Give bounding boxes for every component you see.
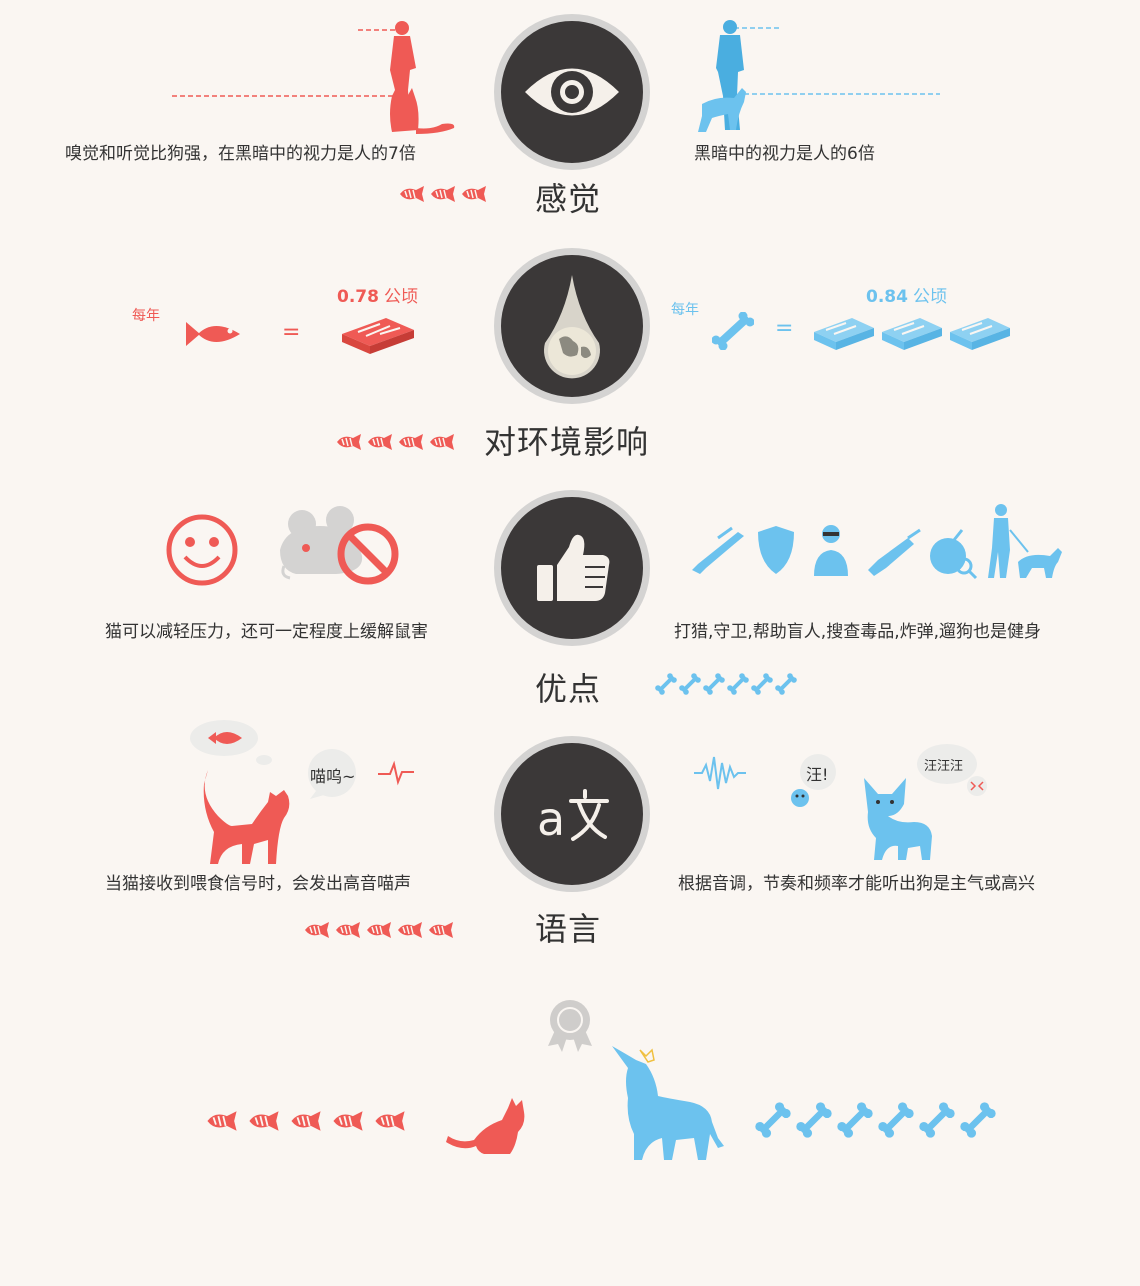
language-dog-text: 根据音调，节奏和频率才能听出狗是主气或高兴 <box>678 874 1035 894</box>
dog-bubble-2-text: 汪汪汪 <box>924 759 964 774</box>
advantage-dog-text: 打猎,守卫,帮助盲人,搜查毒品,炸弹,遛狗也是健身 <box>674 622 1042 642</box>
award-ribbon-icon <box>548 1000 592 1052</box>
fish-bone-icon <box>336 922 360 938</box>
fish-bone-icon <box>399 434 423 450</box>
dog-bubble-2 <box>917 744 987 796</box>
smiley-icon <box>166 514 238 586</box>
dog-soundwave-icon <box>694 756 746 790</box>
fish-bone-icon <box>368 434 392 450</box>
advantage-title: 优点 <box>535 670 602 708</box>
fish-bone-icon <box>333 1111 363 1131</box>
fish-bone-icon <box>400 186 424 202</box>
env-dog-unit: 公顷 <box>913 287 948 307</box>
man-dog-height-icon <box>698 20 940 132</box>
bone-icon <box>796 1102 832 1138</box>
advantage-bone-rating <box>655 673 797 695</box>
no-mouse-icon <box>280 506 399 585</box>
env-circle <box>494 248 650 404</box>
bulldog-icon <box>864 778 932 860</box>
env-dog-amount: 0.84 公顷 <box>866 282 947 307</box>
fish-bone-icon <box>249 1111 279 1131</box>
env-dog-label: 每年 <box>671 302 699 318</box>
advantage-cat-text: 猫可以减轻压力，还可一定程度上缓解鼠害 <box>105 622 428 642</box>
env-cat-label: 每年 <box>132 308 160 324</box>
dog-uses-icons <box>692 504 1062 580</box>
env-cat-equals: = <box>282 320 301 345</box>
fish-bone-icon <box>429 922 453 938</box>
cat-speech-bubble <box>308 749 356 799</box>
summary-bone-rating <box>755 1102 996 1138</box>
advantage-circle <box>494 490 650 646</box>
bone-icon <box>919 1102 955 1138</box>
dog-bubble-1-text: 汪! <box>806 765 829 784</box>
eye-icon <box>525 68 619 116</box>
land-plot-icon <box>342 318 414 354</box>
env-cat-amount: 0.78 公顷 <box>337 282 418 307</box>
fish-bone-icon <box>375 1111 405 1131</box>
cat-soundwave-icon <box>378 760 414 786</box>
language-circle: a <box>494 736 650 892</box>
language-fish-rating <box>303 920 455 940</box>
bone-icon <box>703 673 725 695</box>
summary-fish-rating <box>205 1108 407 1134</box>
bone-icon <box>755 1102 791 1138</box>
sense-dog-text: 黑暗中的视力是人的6倍 <box>694 144 875 164</box>
language-title: 语言 <box>535 910 602 948</box>
bone-icon <box>751 673 773 695</box>
env-title: 对环境影响 <box>484 423 650 461</box>
fish-bone-icon <box>291 1111 321 1131</box>
cat-sitting-icon <box>446 1098 525 1154</box>
bone-icon <box>655 673 677 695</box>
fish-bone-icon <box>367 922 391 938</box>
fish-bone-icon <box>337 434 361 450</box>
fish-bone-icon <box>462 186 486 202</box>
cat-speech-text: 喵呜~ <box>310 767 356 786</box>
howling-dog-icon <box>612 1046 724 1160</box>
env-dog-value: 0.84 <box>866 287 908 307</box>
fish-bone-icon <box>430 434 454 450</box>
fish-bone-icon <box>207 1111 237 1131</box>
bone-icon <box>960 1102 996 1138</box>
svg-text:a: a <box>537 792 565 846</box>
translate-icon: a <box>537 789 609 846</box>
bone-icon <box>712 312 754 350</box>
thumbs-up-icon <box>537 534 610 601</box>
fish-bone-icon <box>398 922 422 938</box>
sense-circle <box>494 14 650 170</box>
bone-icon <box>837 1102 873 1138</box>
bone-icon <box>727 673 749 695</box>
bone-icon <box>878 1102 914 1138</box>
fish-icon <box>186 322 240 346</box>
language-cat-text: 当猫接收到喂食信号时，会发出高音喵声 <box>105 874 411 894</box>
earth-drop-icon <box>544 275 600 379</box>
cat-thinking-fish-icon <box>190 720 290 864</box>
env-dog-equals: = <box>775 316 794 341</box>
land-plots-icon <box>814 318 1010 350</box>
sense-cat-text: 嗅觉和听觉比狗强，在黑暗中的视力是人的7倍 <box>65 144 416 164</box>
fish-bone-icon <box>431 186 455 202</box>
sense-title: 感觉 <box>535 180 602 218</box>
env-cat-value: 0.78 <box>337 287 379 307</box>
fish-bone-icon <box>305 922 329 938</box>
env-cat-unit: 公顷 <box>384 287 419 307</box>
sense-fish-rating <box>398 184 488 204</box>
dog-bubble-1 <box>791 754 836 807</box>
man-cat-height-icon <box>172 21 455 134</box>
env-fish-rating <box>335 432 456 452</box>
bone-icon <box>679 673 701 695</box>
bone-icon <box>775 673 797 695</box>
